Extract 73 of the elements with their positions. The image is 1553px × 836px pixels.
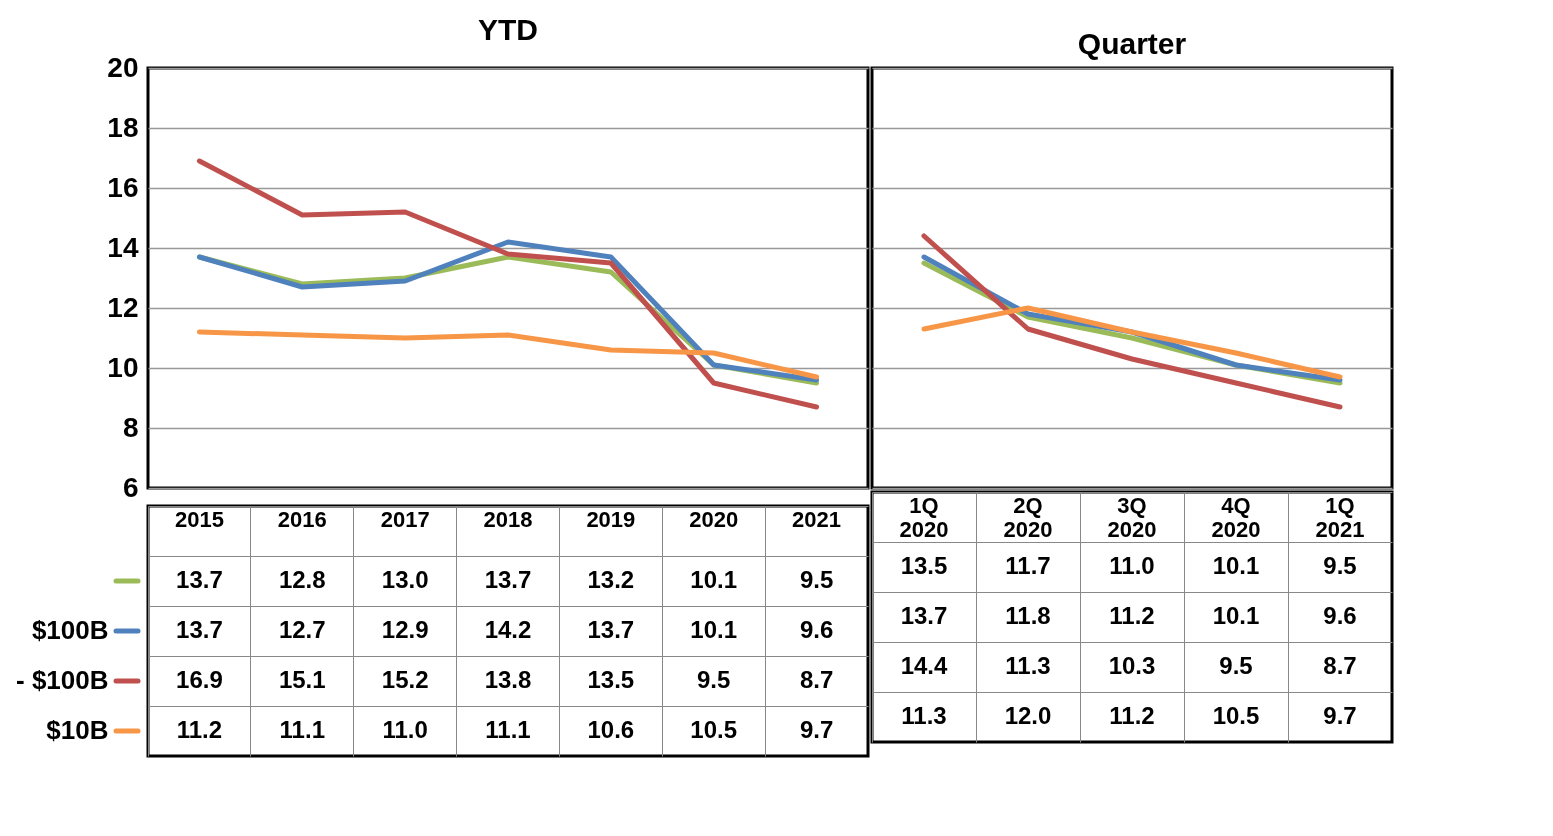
y-tick-label: 14	[107, 231, 139, 263]
legend-label: $10B	[46, 715, 109, 745]
data-label: 14.4	[900, 652, 948, 679]
data-label: 9.5	[697, 666, 731, 693]
data-label: 10.3	[1108, 652, 1156, 679]
data-label: 11.0	[382, 716, 428, 743]
data-label: 15.1	[278, 666, 326, 693]
data-label: 11.7	[1005, 552, 1051, 579]
x-tick-label: 2021	[792, 507, 842, 532]
data-label: 15.2	[381, 666, 429, 693]
data-label: 11.1	[279, 716, 325, 743]
x-tick-label: 2016	[277, 507, 327, 532]
data-label: 9.5	[799, 566, 834, 593]
data-label: 9.6	[1323, 602, 1357, 629]
data-label: 11.2	[176, 716, 223, 743]
data-label: 13.7	[484, 566, 532, 593]
data-label: 13.7	[587, 616, 635, 643]
data-label: 10.1	[690, 566, 738, 593]
x-tick-label: 2018	[483, 507, 533, 532]
data-label: 13.5	[900, 552, 948, 579]
data-label: 11.1	[485, 716, 531, 743]
y-tick-label: 6	[122, 471, 139, 503]
data-label: 11.3	[1005, 652, 1051, 679]
x-tick-label: 3Q 2020	[1107, 493, 1157, 542]
y-tick-label: 16	[107, 171, 139, 203]
data-label: 11.3	[901, 702, 947, 729]
data-label: 10.1	[690, 616, 738, 643]
data-label: 9.5	[1323, 552, 1357, 579]
data-label: 10.5	[1212, 702, 1260, 729]
y-tick-label: 10	[107, 351, 139, 383]
legend-label: - $100B	[16, 665, 109, 695]
data-label: 13.5	[587, 666, 635, 693]
data-label: 13.7	[176, 566, 223, 593]
y-tick-label: 8	[122, 411, 139, 443]
data-label: 9.7	[1323, 702, 1357, 729]
data-label: 12.0	[1004, 702, 1052, 729]
data-label: 13.8	[484, 666, 532, 693]
data-label: 8.7	[799, 666, 834, 693]
chart-title: YTD	[478, 13, 538, 46]
x-tick-label: 1Q 2020	[899, 493, 949, 542]
x-tick-label: 2015	[174, 507, 224, 532]
data-label: 11.2	[1109, 602, 1155, 629]
data-label: 9.7	[799, 716, 834, 743]
x-tick-label: 2019	[586, 507, 636, 532]
data-label: 10.1	[1212, 552, 1260, 579]
x-tick-label: 2020	[689, 507, 739, 532]
data-label: 9.5	[1219, 652, 1253, 679]
data-label: 10.6	[587, 716, 635, 743]
data-label: 16.9	[176, 666, 223, 693]
data-label: 9.6	[799, 616, 834, 643]
data-label: 10.1	[1212, 602, 1260, 629]
y-tick-label: 18	[107, 111, 139, 143]
chart-title: Quarter	[1077, 27, 1187, 60]
data-label: 13.2	[587, 566, 635, 593]
data-label: 11.0	[1109, 552, 1155, 579]
data-label: 12.7	[278, 616, 326, 643]
data-label: 13.7	[900, 602, 948, 629]
data-label: 8.7	[1323, 652, 1357, 679]
data-label: 10.5	[690, 716, 738, 743]
legend-label: $100B	[31, 615, 109, 645]
data-label: 12.9	[381, 616, 429, 643]
data-label: 11.8	[1005, 602, 1051, 629]
y-tick-label: 12	[107, 291, 139, 323]
data-label: 14.2	[484, 616, 532, 643]
x-tick-label: 1Q 2021	[1315, 493, 1365, 542]
y-tick-label: 20	[107, 51, 139, 83]
x-tick-label: 4Q 2020	[1211, 493, 1261, 542]
data-label: 13.7	[176, 616, 223, 643]
data-label: 13.0	[381, 566, 429, 593]
data-label: 12.8	[278, 566, 326, 593]
x-tick-label: 2Q 2020	[1003, 493, 1053, 542]
x-tick-label: 2017	[380, 507, 430, 532]
data-label: 11.2	[1109, 702, 1155, 729]
